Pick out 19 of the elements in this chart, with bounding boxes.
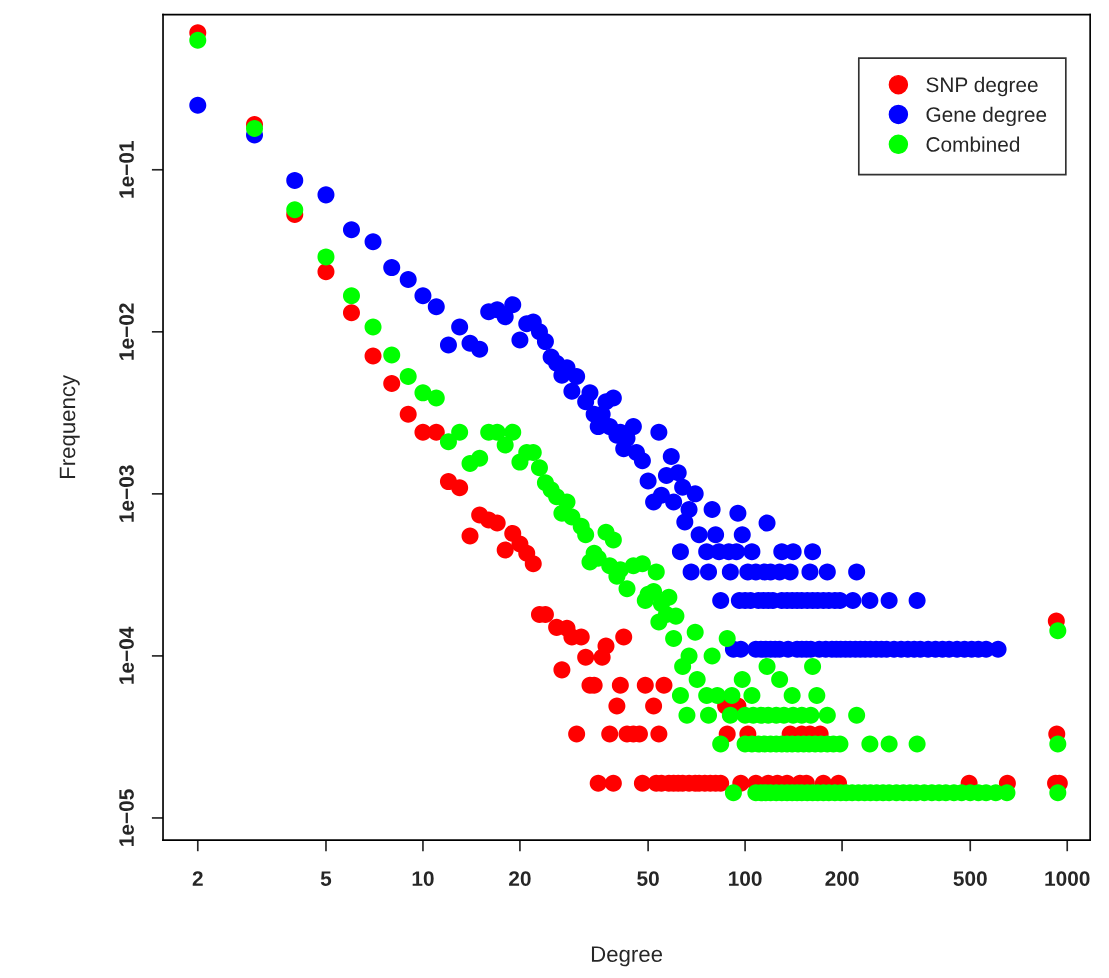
legend-label: Combined	[926, 136, 1020, 152]
y-tick-label: 1e−03	[119, 465, 134, 522]
y-tick-label: 1e−05	[119, 789, 134, 846]
x-tick-label: 5	[320, 871, 332, 886]
x-tick-label: 20	[509, 871, 531, 886]
x-tick-label: 10	[412, 871, 434, 886]
y-tick-label: 1e−02	[119, 303, 134, 360]
x-axis-title: Degree	[591, 946, 663, 967]
y-tick-label: 1e−01	[119, 141, 134, 198]
x-tick-label: 200	[825, 871, 859, 886]
x-tick-label: 500	[953, 871, 987, 886]
legend-label: Gene degree	[926, 106, 1047, 127]
x-tick-label: 50	[637, 871, 659, 886]
x-tick-label: 100	[729, 871, 762, 886]
legend-label: SNP degree	[926, 76, 1038, 97]
x-tick-label: 1000	[1045, 871, 1090, 886]
y-axis-title: Frequency	[59, 374, 80, 479]
x-tick-label: 2	[192, 871, 203, 886]
y-tick-label: 1e−04	[119, 626, 134, 684]
